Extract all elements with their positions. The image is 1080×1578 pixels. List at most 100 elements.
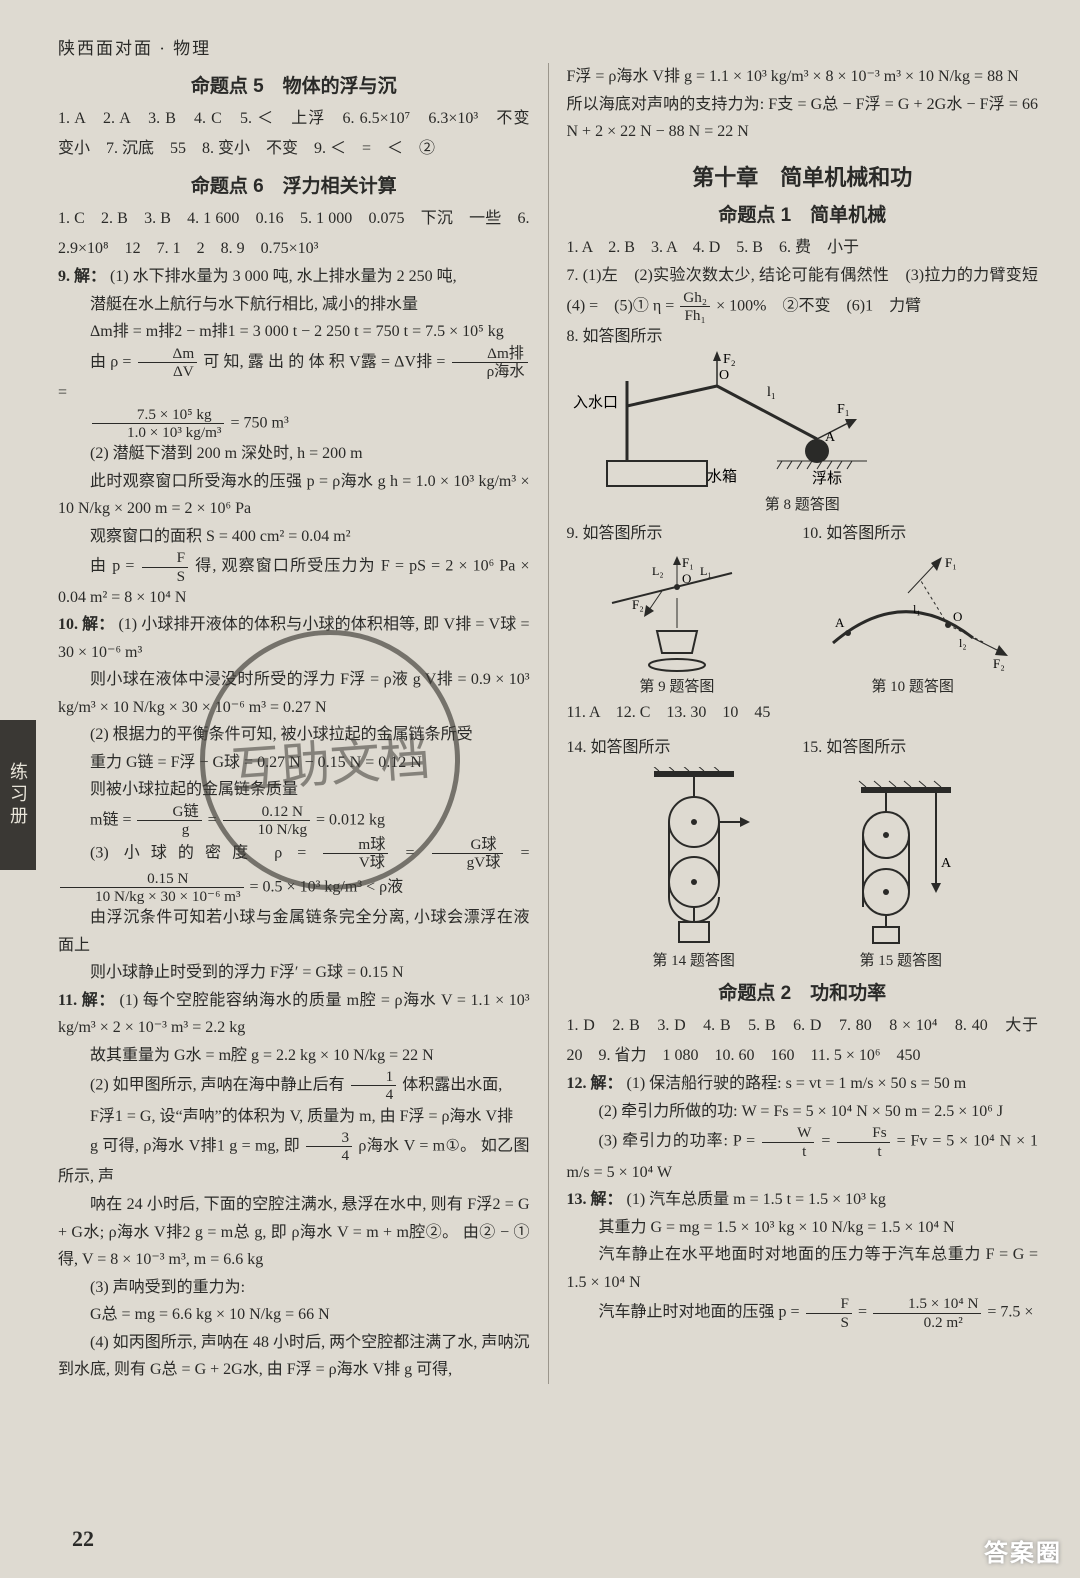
fraction: F S (806, 1296, 852, 1329)
txt: 汽车静止时对地面的压强 p = (599, 1304, 804, 1321)
q11-p1b: 故其重量为 G水 = m腔 g = 2.2 kg × 10 N/kg = 22 … (58, 1042, 530, 1070)
section6-answers: 1. C 2. B 3. B 4. 1 600 0.16 5. 1 000 0.… (58, 204, 530, 263)
q11-p3b: G总 = mg = 6.6 kg × 10 N/kg = 66 N (58, 1301, 530, 1329)
q11-p2c: g 可得, ρ海水 V排1 g = mg, 即 3 4 ρ海水 V = m①。 … (58, 1130, 530, 1191)
q11-p2b: F浮1 = G, 设“声呐”的体积为 V, 质量为 m, 由 F浮 = ρ海水 … (58, 1103, 530, 1131)
page: 陕西面对面 · 物理 练习册 互助文档 命题点 5 物体的浮与沉 1. A 2.… (0, 0, 1080, 1578)
fraction: G球 gV球 (432, 837, 504, 870)
txt: × 100% ②不变 (6)1 力臂 (716, 297, 921, 314)
q9-p1: (1) 水下排水量为 3 000 吨, 水上排水量为 2 250 吨, (110, 268, 457, 285)
lbl-A: A (825, 430, 836, 445)
q10-p1b: 则小球在液体中浸没时所受的浮力 F浮 = ρ液 g V排 = 0.9 × 10³… (58, 666, 530, 721)
carry-p1: F浮 = ρ海水 V排 g = 1.1 × 10³ kg/m³ × 8 × 10… (567, 63, 1039, 91)
section6-title: 命题点 6 浮力相关计算 (58, 171, 530, 198)
sec1-q9: 9. 如答图所示 (567, 520, 803, 548)
fraction: 0.15 N 10 N/kg × 30 × 10⁻⁶ m³ (60, 871, 244, 904)
q9-p2b: 此时观察窗口所受海水的压强 p = ρ海水 g h = 1.0 × 10³ kg… (58, 468, 530, 523)
q10-p2b: 重力 G链 = F浮 − G球 = 0.27 N − 0.15 N = 0.12… (58, 749, 530, 777)
lbl-l1: l₁ (767, 385, 776, 400)
fraction: 7.5 × 10⁵ kg 1.0 × 10³ kg/m³ (92, 407, 224, 440)
brand-watermark: 答案圈 (984, 1533, 1062, 1568)
q13-line: 13. 解： (1) 汽车总质量 m = 1.5 t = 1.5 × 10³ k… (567, 1186, 1039, 1214)
sec1-q8: 8. 如答图所示 (567, 323, 1039, 351)
txt: = (821, 1133, 835, 1150)
txt: (3) 小球的密度 ρ = (90, 845, 321, 862)
figures-9-10: O F₁ F₂ L₂ L₁ 第 9 题答图 (567, 553, 1039, 696)
svg-text:F₁: F₁ (682, 555, 694, 570)
figure-9-svg: O F₁ F₂ L₂ L₁ (592, 553, 762, 673)
left-column: 命题点 5 物体的浮与沉 1. A 2. A 3. B 4. C 5. ＜ 上浮… (58, 63, 530, 1384)
q14-q15-row: 14. 如答图所示 15. 如答图所示 (567, 734, 1039, 762)
sec1-title: 命题点 1 简单机械 (567, 200, 1039, 227)
sec1-q14: 14. 如答图所示 (567, 734, 803, 762)
figure-10-caption: 第 10 题答图 (813, 675, 1013, 696)
txt: = 0.5 × 10³ kg/m³ < ρ液 (250, 878, 404, 895)
figure-9-caption: 第 9 题答图 (592, 675, 762, 696)
lbl-float: 浮标 (812, 470, 842, 487)
q9-label: 9. 解： (58, 268, 106, 285)
q9-p1d: 由 ρ = Δm ΔV 可 知, 露 出 的 体 积 V露 = ΔV排 = Δm… (58, 346, 530, 407)
figure-15: A 第 15 题答图 (821, 767, 981, 970)
figure-8-caption: 第 8 题答图 (567, 493, 1039, 514)
q12-p2: (2) 牵引力所做的功: W = Fs = 5 × 10⁴ N × 50 m =… (567, 1098, 1039, 1126)
svg-text:l₂: l₂ (959, 636, 967, 650)
svg-text:A: A (835, 615, 845, 630)
lbl-inlet: 入水口 (573, 394, 618, 411)
q11-p3: (3) 声呐受到的重力为: (58, 1274, 530, 1302)
fraction: 0.12 N 10 N/kg (223, 804, 310, 837)
sec1-q10: 10. 如答图所示 (802, 520, 1038, 548)
fraction: 1 4 (351, 1069, 397, 1102)
q11-line: 11. 解： (1) 每个空腔能容纳海水的质量 m腔 = ρ海水 V = 1.1… (58, 987, 530, 1042)
txt: = 7.5 × (987, 1304, 1033, 1321)
q12-p1: (1) 保洁船行驶的路程: s = vt = 1 m/s × 50 s = 50… (627, 1075, 967, 1092)
q10-p3b: 由浮沉条件可知若小球与金属链条完全分离, 小球会漂浮在液面上 (58, 904, 530, 959)
q11-p4: (4) 如丙图所示, 声呐在 48 小时后, 两个空腔都注满了水, 声呐沉到水底… (58, 1329, 530, 1384)
txt: 由 p = (90, 558, 134, 575)
q13-p1c: 汽车静止在水平地面时对地面的压力等于汽车总重力 F = G = 1.5 × 10… (567, 1241, 1039, 1296)
q10-label: 10. 解： (58, 616, 114, 633)
figures-14-15: 第 14 题答图 (567, 767, 1039, 970)
svg-text:A: A (941, 856, 952, 871)
q12-p3: (3) 牵引力的功率: P = W t = Fs t = Fv = 5 × 10… (567, 1125, 1039, 1186)
fraction: Δm ΔV (138, 346, 198, 379)
q12-line: 12. 解： (1) 保洁船行驶的路程: s = vt = 1 m/s × 50… (567, 1070, 1039, 1098)
svg-text:l₁: l₁ (913, 602, 921, 616)
page-number: 22 (72, 1526, 94, 1552)
q9-q10-row: 9. 如答图所示 10. 如答图所示 (567, 520, 1039, 548)
chapter10-title: 第十章 简单机械和功 (567, 160, 1039, 192)
txt: m链 = (90, 811, 131, 828)
q10-p3c: 则小球静止时受到的浮力 F浮′ = G球 = 0.15 N (58, 959, 530, 987)
fraction: Gh₂ Fh₁ (680, 290, 710, 323)
fraction: 3 4 (306, 1130, 352, 1163)
lbl-F1: F₁ (837, 402, 850, 417)
right-column: F浮 = ρ海水 V排 g = 1.1 × 10³ kg/m³ × 8 × 10… (567, 63, 1039, 1384)
q9-p2: (2) 潜艇下潜到 200 m 深处时, h = 200 m (58, 440, 530, 468)
two-column-layout: 命题点 5 物体的浮与沉 1. A 2. A 3. B 4. C 5. ＜ 上浮… (58, 63, 1038, 1384)
figure-9: O F₁ F₂ L₂ L₁ 第 9 题答图 (592, 553, 762, 696)
figure-14-svg (624, 767, 764, 947)
q9-p1c: Δm排 = m排2 − m排1 = 3 000 t − 2 250 t = 75… (58, 318, 530, 346)
q10-p2c: 则被小球拉起的金属链条质量 (58, 776, 530, 804)
q10-p1: (1) 小球排开液体的体积与小球的体积相等, 即 V排 = V球 = 30 × … (58, 616, 529, 661)
sec2-title: 命题点 2 功和功率 (567, 978, 1039, 1005)
q13-p2: 汽车静止时对地面的压强 p = F S = 1.5 × 10⁴ N 0.2 m²… (567, 1296, 1039, 1329)
txt: (2) 如甲图所示, 声呐在海中静止后有 (90, 1077, 345, 1094)
fraction: m球 V球 (323, 837, 388, 870)
figure-14: 第 14 题答图 (624, 767, 764, 970)
sec1-q7: 7. (1)左 (2)实验次数太少, 结论可能有偶然性 (3)拉力的力臂变短 (… (567, 262, 1039, 323)
q11-p1: (1) 每个空腔能容纳海水的质量 m腔 = ρ海水 V = 1.1 × 10³ … (58, 992, 530, 1037)
q9-p1e: 7.5 × 10⁵ kg 1.0 × 10³ kg/m³ = 750 m³ (58, 407, 530, 440)
sec1-answers2: 11. A 12. C 13. 30 10 45 (567, 698, 1039, 728)
q13-p1b: 其重力 G = mg = 1.5 × 10³ kg × 10 N/kg = 1.… (567, 1214, 1039, 1242)
lbl-tank: 水箱 (707, 468, 737, 485)
svg-text:O: O (953, 609, 962, 624)
section5-answers: 1. A 2. A 3. B 4. C 5. ＜ 上浮 6. 6.5×10⁷ 6… (58, 104, 530, 163)
q13-label: 13. 解： (567, 1191, 623, 1208)
txt: = (58, 384, 67, 401)
lbl-O: O (719, 368, 729, 383)
column-divider (548, 63, 549, 1384)
q10-p3: (3) 小球的密度 ρ = m球 V球 = G球 gV球 = 0.15 N 10… (58, 837, 530, 904)
fraction: G链 g (137, 804, 201, 837)
svg-text:L₁: L₁ (700, 564, 712, 578)
txt: 由 ρ = (90, 353, 131, 370)
